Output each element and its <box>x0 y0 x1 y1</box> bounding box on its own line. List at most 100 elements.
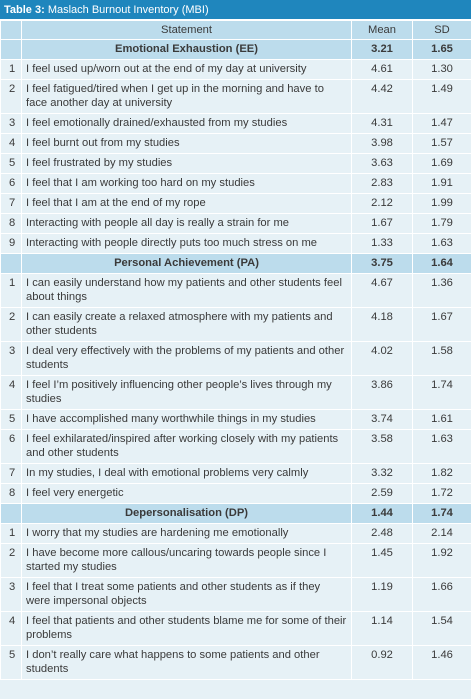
item-sd: 1.72 <box>412 483 471 504</box>
section-sd: 1.65 <box>412 39 471 60</box>
section-title: Depersonalisation (DP) <box>21 503 352 524</box>
item-mean: 1.67 <box>351 213 413 234</box>
item-number: 2 <box>0 543 22 578</box>
table-row: 8 Interacting with people all day is real… <box>0 213 471 234</box>
item-mean: 2.48 <box>351 523 413 544</box>
section-mean: 1.44 <box>351 503 413 524</box>
item-number: 3 <box>0 113 22 134</box>
item-statement: I feel emotionally drained/exhausted fro… <box>21 113 352 134</box>
table-body: Emotional Exhaustion (EE) 3.21 1.65 1 I feel… <box>0 39 471 680</box>
item-statement: I can easily create a relaxed atmosphere… <box>21 307 352 342</box>
header-statement: Statement <box>21 20 352 40</box>
item-sd: 1.54 <box>412 611 471 646</box>
item-number: 6 <box>0 173 22 194</box>
item-mean: 3.63 <box>351 153 413 174</box>
item-mean: 4.31 <box>351 113 413 134</box>
header-mean: Mean <box>351 20 413 40</box>
item-statement: I feel frustrated by my studies <box>21 153 352 174</box>
item-mean: 2.59 <box>351 483 413 504</box>
table-row: 9 Interacting with people directly puts t… <box>0 233 471 254</box>
item-sd: 1.49 <box>412 79 471 114</box>
item-sd: 1.36 <box>412 273 471 308</box>
table-caption: Table 3: Maslach Burnout Inventory (MBI) <box>0 0 471 20</box>
item-sd: 1.79 <box>412 213 471 234</box>
item-number: 4 <box>0 375 22 410</box>
item-statement: I feel exhilarated/inspired after workin… <box>21 429 352 464</box>
item-statement: I deal very effectively with the problem… <box>21 341 352 376</box>
item-sd: 1.57 <box>412 133 471 154</box>
item-mean: 3.98 <box>351 133 413 154</box>
section-title: Emotional Exhaustion (EE) <box>21 39 352 60</box>
item-mean: 1.33 <box>351 233 413 254</box>
item-sd: 1.82 <box>412 463 471 484</box>
item-sd: 1.67 <box>412 307 471 342</box>
item-number: 6 <box>0 429 22 464</box>
item-number: 5 <box>0 645 22 680</box>
item-sd: 1.47 <box>412 113 471 134</box>
item-statement: I feel that I am working too hard on my … <box>21 173 352 194</box>
item-number: 1 <box>0 523 22 544</box>
item-mean: 1.45 <box>351 543 413 578</box>
item-sd: 1.63 <box>412 429 471 464</box>
section-sd: 1.64 <box>412 253 471 274</box>
section-spacer <box>0 253 22 274</box>
item-mean: 1.14 <box>351 611 413 646</box>
item-number: 3 <box>0 577 22 612</box>
item-statement: I worry that my studies are hardening me… <box>21 523 352 544</box>
item-sd: 2.14 <box>412 523 471 544</box>
item-mean: 4.67 <box>351 273 413 308</box>
section-spacer <box>0 39 22 60</box>
item-number: 1 <box>0 273 22 308</box>
item-statement: I have accomplished many worthwhile thin… <box>21 409 352 430</box>
item-mean: 3.32 <box>351 463 413 484</box>
item-mean: 1.19 <box>351 577 413 612</box>
item-mean: 4.18 <box>351 307 413 342</box>
section-sd: 1.74 <box>412 503 471 524</box>
item-statement: I feel that I am at the end of my rope <box>21 193 352 214</box>
section-row: Personal Achievement (PA) 3.75 1.64 <box>0 253 471 274</box>
item-mean: 2.12 <box>351 193 413 214</box>
table-row: 7 In my studies, I deal with emotional pr… <box>0 463 471 484</box>
item-sd: 1.69 <box>412 153 471 174</box>
caption-text: Maslach Burnout Inventory (MBI) <box>47 4 209 16</box>
item-mean: 3.74 <box>351 409 413 430</box>
item-number: 8 <box>0 213 22 234</box>
item-number: 7 <box>0 463 22 484</box>
item-mean: 4.02 <box>351 341 413 376</box>
item-sd: 1.63 <box>412 233 471 254</box>
item-sd: 1.46 <box>412 645 471 680</box>
item-number: 4 <box>0 611 22 646</box>
item-number: 7 <box>0 193 22 214</box>
section-row: Emotional Exhaustion (EE) 3.21 1.65 <box>0 39 471 60</box>
item-number: 4 <box>0 133 22 154</box>
item-number: 5 <box>0 153 22 174</box>
item-statement: In my studies, I deal with emotional pro… <box>21 463 352 484</box>
item-sd: 1.91 <box>412 173 471 194</box>
item-mean: 0.92 <box>351 645 413 680</box>
item-statement: I feel that I treat some patients and ot… <box>21 577 352 612</box>
item-sd: 1.30 <box>412 59 471 80</box>
item-number: 2 <box>0 307 22 342</box>
item-number: 9 <box>0 233 22 254</box>
item-sd: 1.99 <box>412 193 471 214</box>
header-sd: SD <box>412 20 471 40</box>
item-mean: 3.58 <box>351 429 413 464</box>
item-statement: I feel used up/worn out at the end of my… <box>21 59 352 80</box>
item-number: 1 <box>0 59 22 80</box>
item-mean: 4.61 <box>351 59 413 80</box>
